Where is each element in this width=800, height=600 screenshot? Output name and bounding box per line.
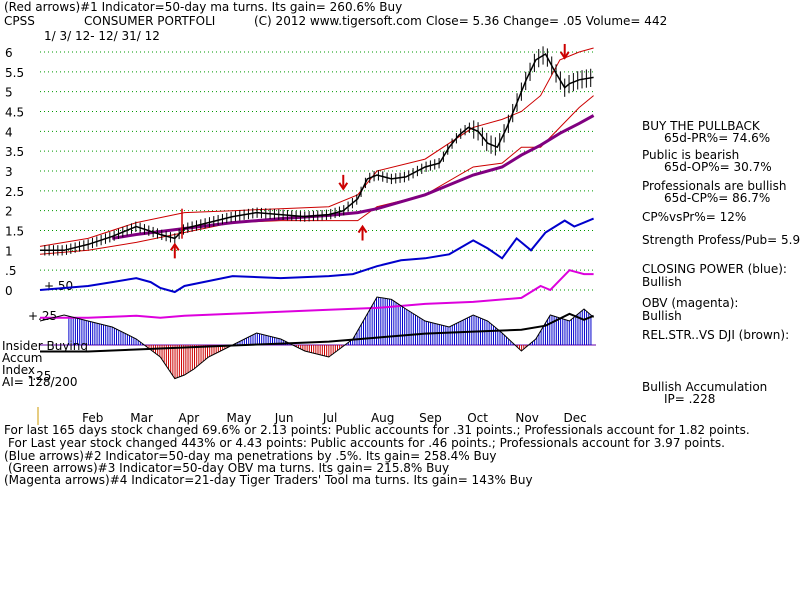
closing-power-status: Bullish (642, 275, 682, 289)
price-tick-label: 2.5 (5, 185, 24, 199)
price-tick-label: 4.5 (5, 106, 24, 120)
month-label: Aug (371, 411, 394, 425)
accum-tick-label: +.50 (44, 279, 73, 293)
cp-vs-pr-value: CP%vsPr%= 12% (642, 210, 747, 224)
relstr-line (40, 312, 594, 353)
obv-status: Bullish (642, 309, 682, 323)
closing-power-label: CLOSING POWER (blue): (642, 262, 787, 276)
month-label: Apr (178, 411, 199, 425)
ai-value: AI= 128/200 (2, 375, 78, 389)
public-bearish-label: Public is bearish (642, 148, 740, 162)
buy-the-pullback-label: BUY THE PULLBACK (642, 119, 760, 133)
month-label: Oct (467, 411, 488, 425)
accum-tick-label: -.25 (28, 369, 51, 383)
price-tick-label: 3 (5, 165, 13, 179)
upper-band-line (39, 47, 594, 247)
relstr-label: REL.STR..VS DJI (brown): (642, 328, 790, 342)
ip-value: IP= .228 (664, 392, 716, 406)
price-tick-label: 0 (5, 284, 13, 298)
price-tick-label: 5.5 (5, 66, 24, 80)
red-arrows-caption: (Red arrows)#1 Indicator=50-day ma turns… (4, 0, 403, 14)
price-tick-label: 4 (5, 125, 13, 139)
footer-green-arrows: (Green arrows)#3 Indicator=50-day OBV ma… (8, 461, 450, 475)
cp-pct-value: 65d-CP%= 86.7% (664, 191, 771, 205)
accum-index-line (39, 296, 594, 380)
ma50-line (111, 114, 595, 240)
footer-magenta-arrows: (Magenta arrows)#4 Indicator=21-day Tige… (4, 473, 533, 487)
op-pct-value: 65d-OP%= 30.7% (664, 160, 772, 174)
price-tick-label: 2 (5, 205, 13, 219)
ticker-symbol: CPSS (4, 14, 35, 28)
month-label: Sep (419, 411, 442, 425)
index-label: Index (2, 363, 36, 377)
professionals-bullish-label: Professionals are bullish (642, 179, 787, 193)
footer-last-year: For Last year stock changed 443% or 4.43… (8, 436, 725, 450)
sell-arrow-head (559, 51, 570, 60)
month-label: Mar (130, 411, 153, 425)
insider-buying-label: Insider Buying (2, 339, 88, 353)
quote-summary: Close= 5.36 Change= .05 Volume= 442 (426, 14, 668, 28)
month-label: May (227, 411, 252, 425)
price-tick-label: 1.5 (5, 225, 24, 239)
price-tick-label: 3.5 (5, 145, 24, 159)
buy-arrow-head (169, 242, 180, 251)
chart-marks (44, 43, 592, 259)
closing-power-line (39, 217, 594, 294)
price-tick-label: 1 (5, 244, 13, 258)
sell-arrow-head (338, 182, 349, 191)
price-tick-label: .5 (5, 264, 16, 278)
month-label: Dec (564, 411, 587, 425)
accum-tick-label: +.25 (28, 309, 57, 323)
accum-label: Accum (2, 351, 43, 365)
buy-arrow-head (357, 224, 368, 234)
date-range: 1/ 3/ 12- 12/ 31/ 12 (44, 29, 160, 43)
obv-line (40, 269, 594, 319)
company-name: CONSUMER PORTFOLI (84, 14, 216, 28)
chart-series-lines (39, 47, 595, 380)
month-label: Nov (515, 411, 538, 425)
copyright-text: (C) 2012 www.tigersoft.com (254, 14, 422, 28)
obv-label: OBV (magenta): (642, 296, 739, 310)
strength-ratio-value: Strength Profess/Pub= 5.9 (642, 233, 800, 247)
month-label: Feb (82, 411, 103, 425)
price-tick-label: 6 (5, 46, 13, 60)
bullish-accumulation-label: Bullish Accumulation (642, 380, 768, 394)
footer-blue-arrows: (Blue arrows)#2 Indicator=50-day ma pene… (4, 449, 497, 463)
footer-165-days: For last 165 days stock changed 69.6% or… (4, 423, 750, 437)
price-tick-label: 5 (5, 86, 13, 100)
month-label: Jul (322, 411, 337, 425)
month-label: Jun (274, 411, 294, 425)
pr-pct-value: 65d-PR%= 74.6% (664, 131, 771, 145)
